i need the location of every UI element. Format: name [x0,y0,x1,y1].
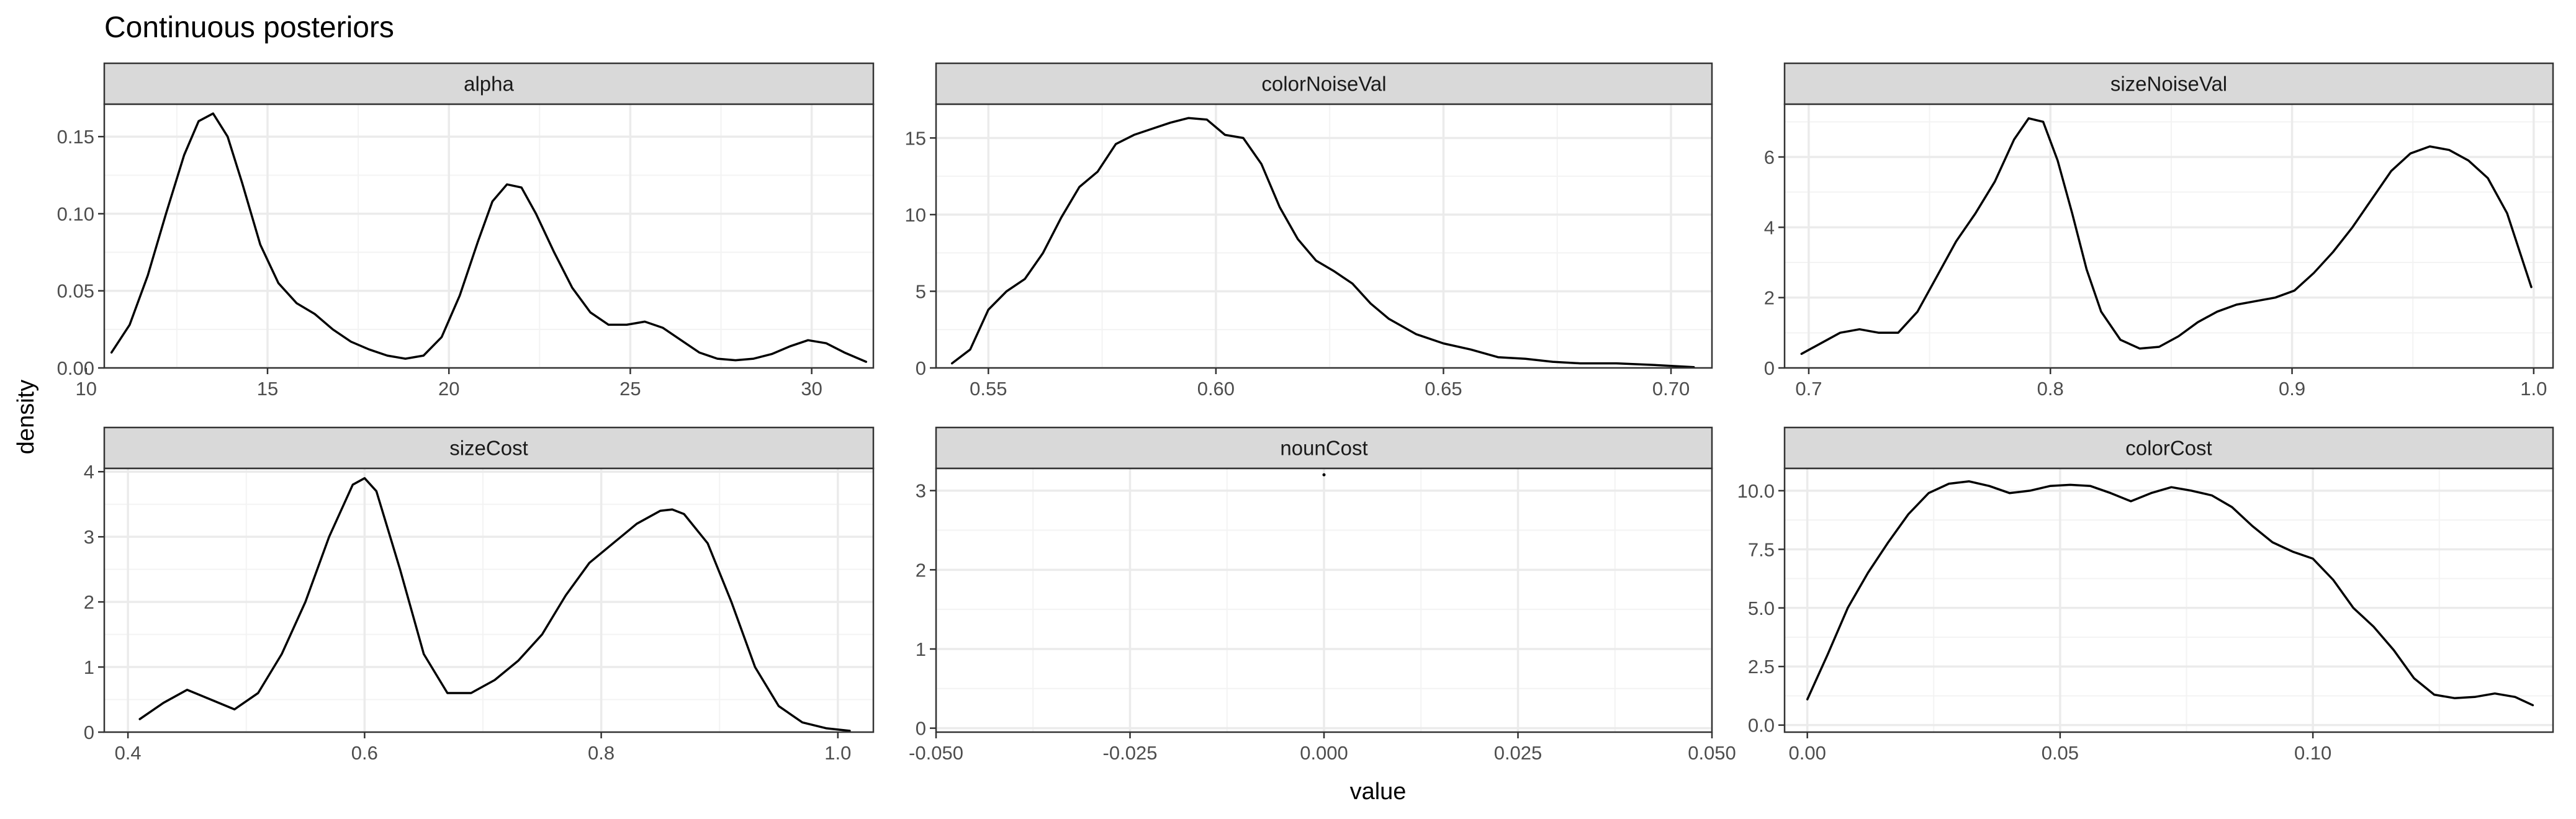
density-line-alpha [110,112,868,363]
y-tick-label: 3 [916,480,926,502]
x-tick-label: 1.0 [2520,378,2547,400]
x-tick-label: 20 [438,378,459,400]
panel-border [103,103,875,369]
x-tick-label: 0.7 [1795,378,1822,400]
x-tick-label: 0.05 [2042,742,2079,764]
x-tick-label: 30 [801,378,822,400]
facet-strip-label: alpha [464,73,514,96]
y-tick-label: 0 [916,718,926,740]
x-tick-label: 25 [619,378,641,400]
panel-background [104,468,873,732]
panel-border [935,103,1713,369]
x-tick-label: 0.10 [2294,742,2331,764]
x-tick-label: 0.9 [2279,378,2305,400]
x-tick-label: 0.60 [1197,378,1235,400]
panel-border [103,467,875,733]
y-tick-label: 3 [84,526,94,548]
gridlines [1785,104,2553,368]
facet-colorCost: colorCost 0.00 0.05 0.10 0.0 2.5 5.0 7.5 10.0 [1737,426,2554,764]
x-tick-label: 0.000 [1300,742,1348,764]
y-axis-title: density [13,380,39,454]
panel-border [1783,103,2554,369]
facet-strip-label: colorCost [2125,437,2212,460]
facet-strip-label: sizeNoiseVal [2110,73,2227,96]
gridlines [936,104,1712,368]
gridlines [104,468,873,732]
panel-background [104,104,873,368]
y-tick-label: 7.5 [1748,539,1775,560]
y-tick-label: 2.5 [1748,656,1775,678]
chart-title: Continuous posteriors [104,11,394,44]
x-tick-label: 0.8 [588,742,615,764]
panel-background [936,104,1712,368]
gridlines [104,104,873,368]
gridlines [936,468,1712,732]
facet-strip-label: sizeCost [449,437,528,460]
y-tick-label: 2 [1764,287,1775,309]
facet-sizeNoiseVal: sizeNoiseVal 0.7 0.8 0.9 1.0 0 2 4 6 [1764,62,2554,400]
panel-background [1785,104,2553,368]
y-tick-label: 10.0 [1737,480,1775,502]
facet-nounCost: nounCost -0.050 -0.025 0.000 0.025 0.050 0 1 2 3 [909,426,1736,764]
density-line-sizeNoiseVal [1800,117,2533,356]
x-tick-label: 15 [257,378,278,400]
y-tick-label: 0.10 [57,203,94,225]
facet-alpha: alpha 10 15 20 25 30 0.00 0.05 0.10 0.15 [57,62,875,400]
y-tick-label: 0.0 [1748,715,1775,736]
y-tick-label: 1 [84,656,94,678]
y-tick-label: 2 [84,591,94,613]
y-tick-label: 5.0 [1748,597,1775,619]
y-tick-label: 5 [916,280,926,302]
y-tick-label: 0.00 [57,357,94,379]
panel-background [1785,468,2553,732]
facet-strip [1783,426,2554,470]
density-line-colorCost [1806,480,2534,707]
y-tick-label: 4 [1764,217,1775,238]
y-tick-label: 15 [905,127,926,149]
x-axis-title: value [1350,779,1407,805]
y-tick-label: 0 [84,722,94,743]
facet-strip-label: nounCost [1280,437,1367,460]
facet-sizeCost: sizeCost 0.4 0.6 0.8 1.0 0 1 2 3 4 [84,426,875,764]
density-line-colorNoiseVal [950,117,1695,368]
x-tick-label: 0.00 [1788,742,1826,764]
x-tick-label: 0.050 [1688,742,1736,764]
y-tick-label: 0.15 [57,126,94,148]
y-tick-label: 6 [1764,146,1775,168]
facet-strip [103,62,875,105]
x-tick-label: -0.025 [1103,742,1158,764]
y-tick-label: 0 [916,357,926,379]
density-line-sizeCost [138,477,851,732]
facet-strip-label: colorNoiseVal [1261,73,1386,96]
x-tick-label: 0.025 [1494,742,1542,764]
y-tick-label: 10 [905,204,926,226]
x-tick-label: 0.55 [970,378,1007,400]
facet-strip [935,426,1713,470]
y-tick-label: 4 [84,461,94,483]
facet-colorNoiseVal: colorNoiseVal 0.55 0.60 0.65 0.70 0 5 10 15 [905,62,1713,400]
x-tick-label: 0.8 [2037,378,2064,400]
x-tick-label: 10 [76,378,97,400]
x-tick-label: -0.050 [909,742,963,764]
y-tick-label: 0.05 [57,280,94,302]
x-tick-label: 1.0 [824,742,851,764]
facet-strip [935,62,1713,105]
panel-border [1783,467,2554,733]
x-tick-label: 0.70 [1652,378,1690,400]
x-tick-label: 0.4 [115,742,142,764]
y-tick-label: 1 [916,638,926,660]
y-tick-label: 0 [1764,357,1775,379]
facet-strip [1783,62,2554,105]
y-tick-label: 2 [916,559,926,581]
x-tick-label: 0.65 [1425,378,1462,400]
density-point-nounCost [1322,473,1326,477]
facet-strip [103,426,875,470]
gridlines [1785,468,2553,732]
x-tick-label: 0.6 [351,742,378,764]
